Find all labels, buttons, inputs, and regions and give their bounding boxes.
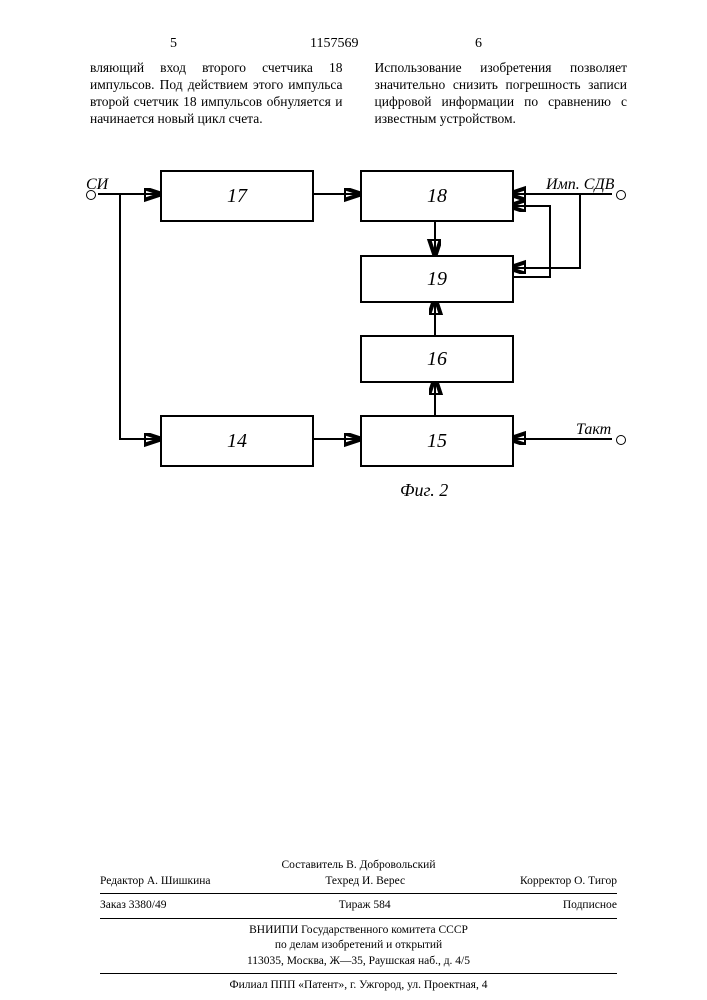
page-number-right: 6 — [475, 36, 482, 52]
block-18: 18 — [360, 170, 514, 222]
order-line: Заказ 3380/49 — [100, 898, 167, 914]
terminal-t_takt — [616, 435, 626, 445]
diagram-wires — [60, 150, 650, 530]
divider-1 — [100, 893, 617, 894]
podpis-line: Подписное — [563, 898, 617, 914]
page-number-left: 5 — [170, 36, 177, 52]
credits-block: Составитель В. Добровольский Редактор А.… — [100, 858, 617, 994]
techred-line: Техред И. Верес — [325, 874, 405, 890]
divider-2 — [100, 918, 617, 919]
figure-caption: Фиг. 2 — [400, 480, 448, 501]
patent-page: 5 1157569 6 вляющий вход второго счетчик… — [0, 0, 707, 1000]
terminal-label-t_si: СИ — [86, 176, 108, 194]
org-line-1: ВНИИПИ Государственного комитета СССР — [100, 923, 617, 939]
terminal-label-t_sdv: Имп. СДВ — [546, 176, 614, 194]
compiler-line: Составитель В. Добровольский — [100, 858, 617, 874]
addr-line-1: 113035, Москва, Ж—35, Раушская наб., д. … — [100, 954, 617, 970]
addr-line-2: Филиал ППП «Патент», г. Ужгород, ул. Про… — [100, 978, 617, 994]
corrector-line: Корректор О. Тигор — [520, 874, 617, 890]
tirazh-line: Тираж 584 — [339, 898, 391, 914]
terminal-label-t_takt: Такт — [576, 421, 611, 439]
block-19: 19 — [360, 255, 514, 303]
document-number: 1157569 — [310, 36, 358, 52]
edge-t_si-b14 — [120, 194, 160, 439]
column-right: Использование изобретения позволяет знач… — [375, 60, 628, 128]
org-line-2: по делам изобретений и открытий — [100, 938, 617, 954]
block-14: 14 — [160, 415, 314, 467]
divider-3 — [100, 973, 617, 974]
column-left: вляющий вход второго счетчика 18 импульс… — [90, 60, 343, 128]
block-diagram: 17 18 19 16 14 15 СИ Имп. СДВ Такт Фиг. 2 — [60, 150, 650, 530]
body-columns: вляющий вход второго счетчика 18 импульс… — [90, 60, 627, 128]
credits-row-1: Редактор А. Шишкина Техред И. Верес Корр… — [100, 874, 617, 890]
editor-line: Редактор А. Шишкина — [100, 874, 211, 890]
credits-row-2: Заказ 3380/49 Тираж 584 Подписное — [100, 898, 617, 914]
block-16: 16 — [360, 335, 514, 383]
edge-b19-fb-b18 — [510, 206, 550, 277]
terminal-t_sdv — [616, 190, 626, 200]
block-17: 17 — [160, 170, 314, 222]
block-15: 15 — [360, 415, 514, 467]
